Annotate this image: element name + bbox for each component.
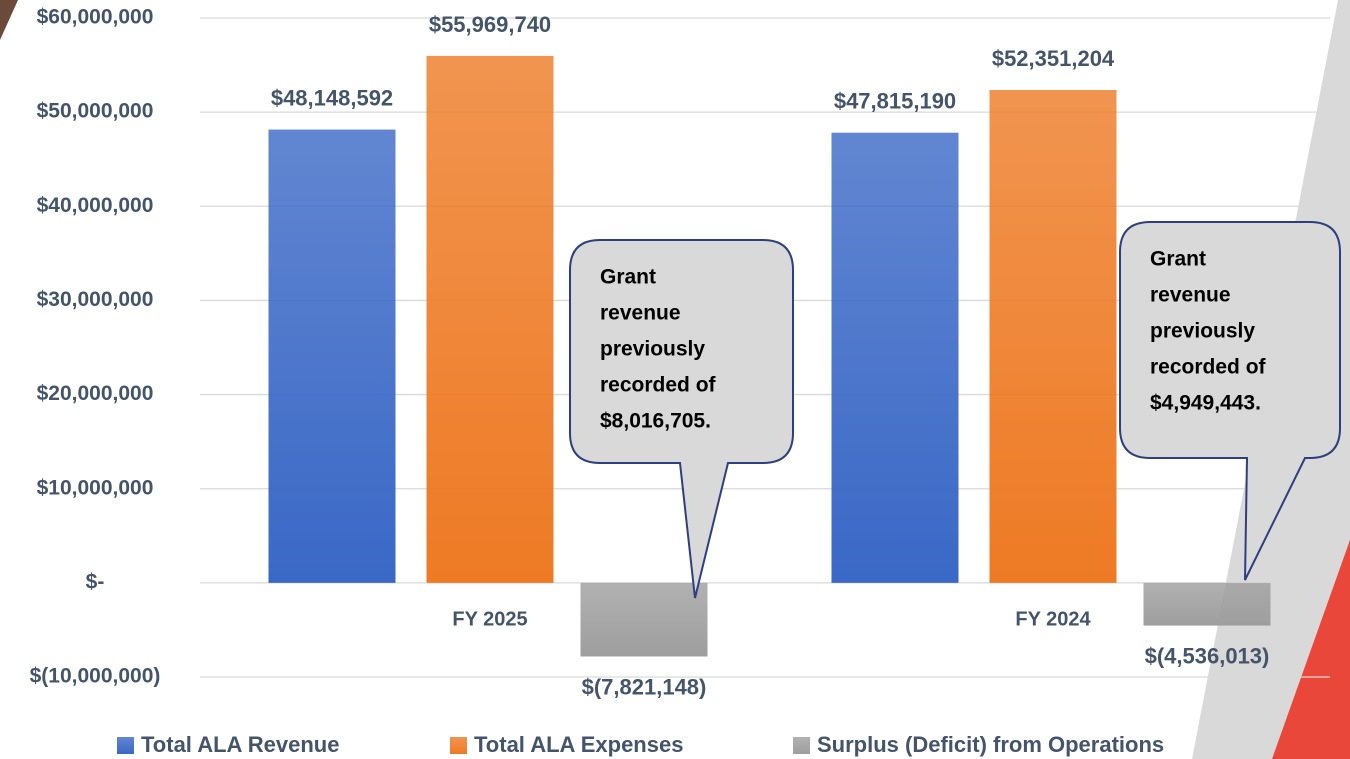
labels: $(10,000,000) $- $10,000,000 $20,000,000 $30… [30, 6, 1270, 700]
corner-accent [0, 0, 18, 40]
bar [426, 55, 554, 583]
y-tick-label: $60,000,000 [37, 6, 154, 29]
callout-text: Grant [1150, 248, 1206, 271]
y-tick-label: $50,000,000 [37, 100, 154, 123]
callouts: Grant revenue previously recorded of $8,016,… [569, 221, 1341, 599]
y-tick-label: $- [86, 570, 105, 593]
x-tick-label: FY 2025 [452, 608, 527, 630]
callout-text: revenue [600, 302, 681, 325]
callout-text: $8,016,705. [600, 410, 711, 433]
y-tick-label: $(10,000,000) [30, 665, 161, 688]
bar [268, 129, 396, 583]
legend: Total ALA Revenue Total ALA Expenses Surpl… [117, 732, 1164, 757]
legend-swatch [793, 737, 810, 754]
callout-text: recorded of [600, 374, 717, 397]
legend-swatch [117, 737, 134, 754]
value-label: $55,969,740 [429, 12, 551, 37]
legend-label: Surplus (Deficit) from Operations [817, 732, 1164, 757]
value-label: $52,351,204 [992, 46, 1115, 71]
callout-text: previously [1150, 320, 1255, 343]
callout-text: recorded of [1150, 356, 1267, 379]
value-label: $(4,536,013) [1145, 643, 1270, 668]
callout [1119, 221, 1341, 581]
y-tick-label: $10,000,000 [37, 476, 154, 499]
legend-swatch [450, 737, 467, 754]
value-label: $(7,821,148) [582, 674, 707, 699]
x-tick-label: FY 2024 [1015, 608, 1091, 630]
callout-text: previously [600, 338, 705, 361]
bar [831, 132, 959, 583]
background-accent [1272, 540, 1350, 759]
bar [580, 582, 708, 657]
bar [1143, 582, 1271, 626]
value-label: $48,148,592 [271, 85, 393, 110]
callout [569, 239, 794, 599]
y-tick-label: $40,000,000 [37, 194, 154, 217]
callout-text: $4,949,443. [1150, 392, 1261, 415]
y-tick-label: $20,000,000 [37, 382, 154, 405]
bar [989, 90, 1117, 583]
callout-text: revenue [1150, 284, 1231, 307]
callout-text: Grant [600, 266, 656, 289]
legend-label: Total ALA Revenue [141, 732, 339, 757]
value-label: $47,815,190 [834, 89, 956, 114]
legend-label: Total ALA Expenses [474, 732, 683, 757]
y-tick-label: $30,000,000 [37, 288, 154, 311]
bars [268, 55, 1271, 657]
